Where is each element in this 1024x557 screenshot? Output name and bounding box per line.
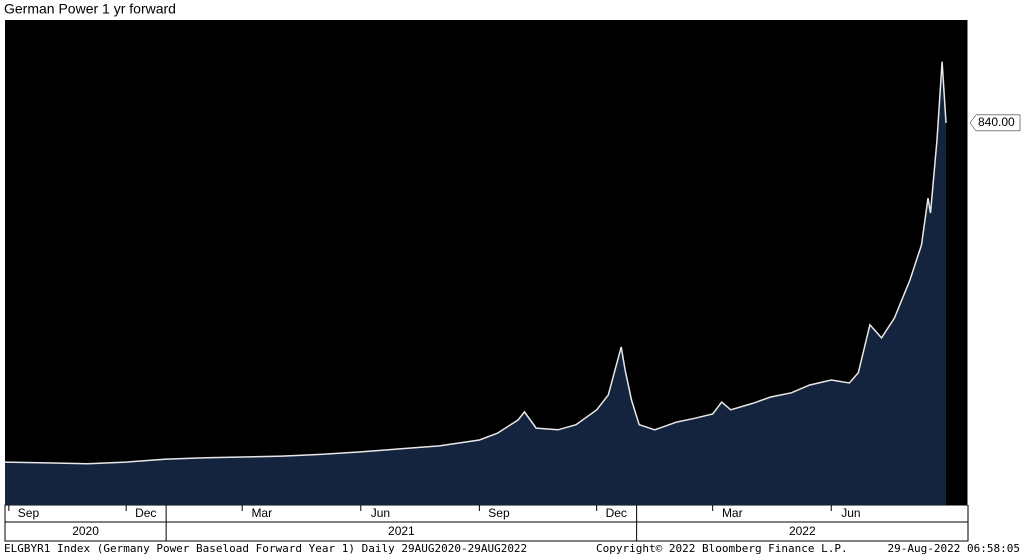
footer-timestamp: 29-Aug-2022 06:58:05 [888, 542, 1020, 555]
y-tick-label: 800 [978, 132, 998, 146]
footer-copyright: Copyright© 2022 Bloomberg Finance L.P. [596, 542, 848, 555]
x-tick-label: Jun [371, 506, 390, 520]
year-label: 2020 [72, 524, 99, 538]
x-tick-label: Sep [18, 506, 40, 520]
x-tick-label: Mar [722, 506, 743, 520]
y-tick-label: 200 [978, 387, 998, 401]
x-tick-label: Sep [488, 506, 510, 520]
x-tick-label: Dec [606, 506, 627, 520]
y-tick-label: 0 [978, 472, 985, 486]
last-value-box [969, 114, 1021, 132]
year-label: 2021 [388, 524, 415, 538]
x-tick-label: Dec [135, 506, 156, 520]
year-label: 2022 [789, 524, 816, 538]
chart-title: German Power 1 yr forward [4, 1, 176, 17]
footer-source: ELGBYR1 Index (Germany Power Baseload Fo… [4, 542, 527, 555]
x-tick-label: Jun [841, 506, 860, 520]
y-tick-label: 600 [978, 217, 998, 231]
price-line [4, 61, 947, 465]
last-value-label: 840.00 [978, 115, 1015, 129]
area-fill [5, 61, 946, 505]
x-axis-band [4, 504, 969, 542]
y-tick-label: 400 [978, 302, 998, 316]
x-tick-label: Mar [251, 506, 272, 520]
y-tick-label: 1000 [978, 47, 1005, 61]
